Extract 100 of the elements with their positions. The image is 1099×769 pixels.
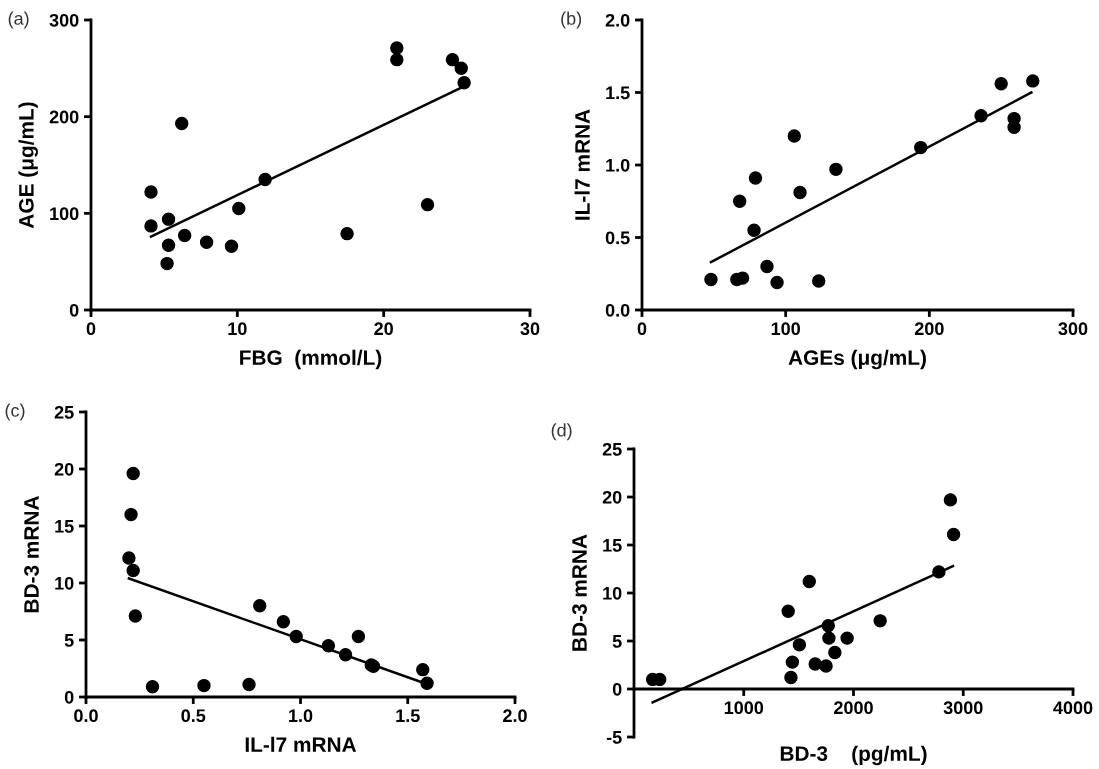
point (946, 527, 961, 542)
point (785, 655, 800, 669)
x-tick-label: 0.0 (74, 709, 98, 723)
point (704, 272, 718, 287)
point (974, 108, 988, 123)
x-tick-label: 30 (520, 322, 540, 336)
y-axis-title: BD-3 mRNA (24, 496, 39, 613)
y-tick-label: 10 (603, 586, 622, 600)
y-tick-label: 15 (603, 539, 622, 552)
point (145, 680, 160, 694)
point (258, 172, 272, 187)
x-tick-label: 3000 (943, 701, 983, 715)
y-tick-label: 20 (54, 462, 74, 476)
point (321, 638, 336, 653)
point (124, 507, 138, 522)
point (747, 223, 761, 237)
point (787, 129, 801, 143)
point (128, 609, 143, 623)
x-tick-label: 1000 (724, 701, 764, 715)
point (914, 140, 928, 155)
y-tick-label: 0 (69, 303, 79, 317)
y-axis-title: IL-l7 mRNA (574, 109, 590, 220)
point (457, 76, 471, 90)
text: (b) (561, 11, 582, 29)
y-axis-title: AGE (μg/mL) (18, 102, 38, 229)
point (161, 212, 176, 226)
point (760, 259, 774, 274)
point (821, 618, 835, 633)
text: (c) (5, 403, 25, 421)
y-tick-label: 0.0 (605, 303, 630, 317)
point (232, 201, 246, 216)
y-tick-label: 0 (612, 682, 622, 696)
y-axis-title: BD-3 mRNA (572, 534, 587, 651)
point (748, 171, 763, 185)
point (253, 599, 267, 613)
point (177, 228, 192, 243)
y-tick-label: 1.0 (606, 158, 630, 172)
point (390, 52, 404, 67)
point (416, 662, 430, 677)
y-tick-label: 2.0 (605, 13, 630, 27)
point (828, 645, 842, 660)
point (144, 219, 158, 233)
y-tick-label: 10 (55, 576, 74, 590)
x-tick-label: 2000 (834, 701, 873, 715)
y-tick-label: 0 (64, 690, 74, 704)
x-tick-label: 0.5 (181, 709, 206, 723)
x-axis-title: AGEs (μg/mL) (788, 349, 926, 370)
point (390, 41, 404, 55)
y-tick-label: 20 (602, 490, 622, 504)
point (144, 185, 158, 199)
y-tick-label: -5 (606, 731, 622, 744)
x-axis-title: BD-3 (pg/mL) (780, 745, 927, 766)
x-tick-label: 1.5 (396, 709, 420, 723)
point (994, 77, 1008, 91)
point (454, 61, 468, 76)
point (784, 670, 798, 685)
x-tick-label: 2.0 (503, 709, 527, 723)
point (802, 574, 816, 589)
y-tick-label: 1.5 (606, 86, 630, 100)
point (1026, 74, 1040, 88)
point (197, 678, 211, 693)
point (822, 631, 836, 645)
x-tick-label: 20 (374, 322, 393, 336)
x-tick-label: 0 (637, 322, 647, 336)
point (943, 493, 958, 507)
point (840, 631, 854, 645)
point (873, 614, 887, 628)
point (122, 551, 136, 565)
x-tick-label: 100 (771, 322, 800, 336)
y-tick-label: 300 (49, 13, 79, 27)
text: (d) (551, 423, 572, 441)
y-tick-label: 100 (50, 207, 79, 221)
y-tick-label: 25 (602, 442, 622, 456)
point (338, 648, 353, 662)
y-tick-label: 15 (55, 520, 74, 533)
x-tick-label: 4000 (1053, 701, 1093, 715)
point (792, 638, 807, 652)
y-tick-label: 200 (49, 110, 79, 124)
x-axis-title: IL-l7 mRNA (245, 736, 357, 752)
point (770, 275, 784, 290)
y-tick-label: 0.5 (605, 231, 630, 245)
point (224, 239, 239, 253)
point (199, 235, 214, 250)
x-tick-label: 300 (1058, 322, 1088, 336)
point (819, 659, 833, 673)
x-tick-label: 0 (86, 322, 96, 336)
text: (a) (8, 11, 29, 29)
point (161, 238, 176, 252)
x-tick-label: 200 (914, 322, 944, 336)
y-tick-label: 25 (54, 405, 74, 419)
point (160, 256, 174, 271)
point (420, 197, 435, 212)
x-tick-label: 10 (228, 322, 247, 336)
point (276, 615, 291, 629)
point (289, 629, 303, 644)
point (175, 116, 189, 131)
point (340, 226, 354, 241)
point (351, 629, 366, 644)
y-tick-label: 5 (612, 635, 622, 648)
point (812, 274, 826, 288)
